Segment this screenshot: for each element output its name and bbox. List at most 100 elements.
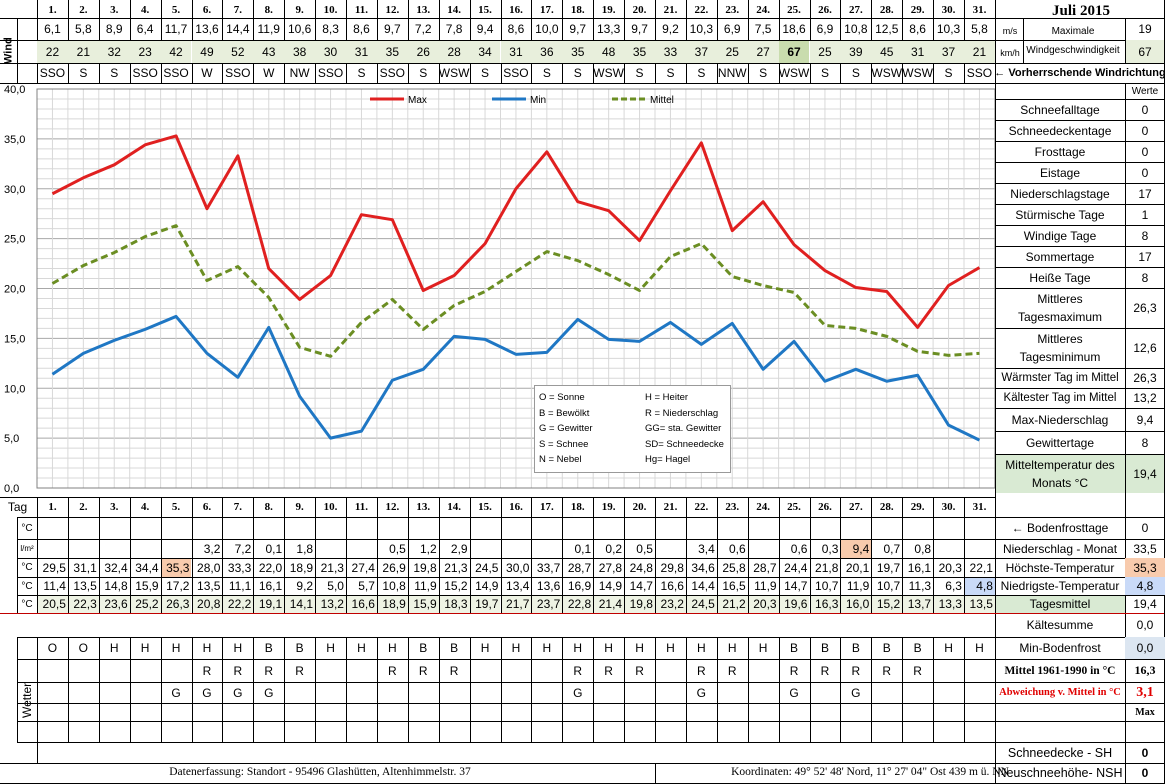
wind-dir-cell: S [79, 66, 88, 80]
weather-symbol-cell: H [666, 641, 675, 655]
wind-kmh-cell: 52 [222, 40, 254, 63]
ground-frost-cell [501, 517, 532, 539]
weather-symbol-cell: B [913, 641, 922, 655]
niedrig-cell: 14,8 [104, 579, 128, 593]
wind-ms-cell: 8,9 [105, 22, 123, 36]
divider [17, 595, 1164, 596]
day-header: 26. [818, 3, 832, 16]
weather-symbol-cell: G [851, 685, 861, 700]
niedrig-cell: 14,7 [629, 579, 653, 593]
divider [995, 162, 1165, 163]
divider [346, 637, 347, 742]
day-header: 14. [447, 3, 461, 16]
divider [655, 497, 656, 613]
mittel-cell: 21,4 [593, 595, 625, 613]
weather-symbol-cell: H [758, 641, 768, 655]
nieder-cell: 9,4 [840, 539, 872, 558]
wind-ms-cell: 10,6 [287, 22, 312, 36]
divider [995, 204, 1165, 205]
wind-ms-cell: 9,7 [631, 22, 648, 36]
day-header: 11. [354, 3, 369, 16]
weather-legend-entry: G = Gewitter [539, 423, 593, 434]
wind-dir-cell: SSO [503, 66, 529, 80]
ground-frost-cell [222, 517, 253, 539]
weather-symbol-cell: B [419, 641, 428, 655]
divider [37, 637, 38, 763]
hoechst-cell: 30,0 [506, 560, 530, 575]
weather-symbol-cell: G [171, 685, 181, 700]
weather-symbol-cell [871, 682, 902, 703]
mittel-cell: 15,2 [871, 595, 903, 613]
weather-symbol-cell: H [140, 641, 150, 655]
nieder-cell: 0,5 [636, 541, 653, 556]
weather-symbol-cell [593, 682, 624, 703]
day-header: 7. [233, 3, 242, 16]
nieder-cell [68, 539, 99, 558]
divider [0, 613, 1164, 614]
day-header: 6. [202, 501, 212, 513]
weather-symbol-cell [37, 682, 68, 703]
cold-sum-label: Kältesumme [1026, 618, 1094, 632]
hoechst-cell: 24,4 [784, 560, 808, 575]
y-tick-label: 35,0 [4, 134, 25, 146]
day-header: 18. [570, 3, 585, 16]
divider [17, 517, 1164, 518]
wind-dir-cell: S [820, 66, 829, 80]
mittel-cell: 23,7 [531, 595, 563, 613]
day-header: 17. [539, 3, 554, 16]
mittel-cell: 23,2 [655, 595, 686, 613]
divider [17, 721, 995, 722]
stat-label: Eistage [1039, 165, 1081, 180]
day-header: 19. [601, 3, 616, 16]
day-header: 13. [416, 501, 431, 513]
new-snow-label: Neuschneehöhe- NSH [997, 766, 1123, 780]
stat-label: Frosttage [1034, 144, 1086, 159]
unit-label: °C [21, 580, 33, 592]
divider [902, 637, 904, 742]
divider [562, 497, 564, 613]
divider [995, 368, 1165, 369]
niedrig-cell: 11,9 [846, 579, 870, 593]
day-header: 31. [972, 501, 987, 513]
y-tick-label: 15,0 [4, 333, 25, 345]
ground-frost-cell [748, 517, 779, 539]
weather-symbol-cell: G [789, 685, 799, 700]
wind-ms-cell: 10,3 [936, 22, 961, 36]
mittel-cell: 20,8 [191, 595, 223, 613]
weather-symbol-cell [933, 682, 964, 703]
weather-legend-entry: Hg= Hagel [645, 454, 691, 465]
weather-legend-entry: N = Nebel [539, 454, 582, 465]
divider [222, 497, 224, 613]
stats-header: Werte [1131, 85, 1159, 97]
wind-dir-cell: S [851, 66, 860, 80]
hoechst-cell: 19,8 [413, 560, 437, 575]
day-header: 8. [264, 3, 273, 16]
weather-symbol-cell [377, 682, 408, 703]
ground-frost-cell [871, 517, 902, 539]
lowest-temp-label: Niedrigste-Temperatur [1000, 579, 1120, 593]
stat-label: Schneedeckentage [1008, 123, 1112, 138]
wind-ms-cell: 7,5 [754, 22, 772, 36]
day-header: 1. [48, 501, 57, 513]
ground-frost-days-value: 0 [1141, 521, 1149, 535]
weather-symbol-cell: G [202, 685, 212, 700]
divider [685, 497, 687, 613]
niedrig-cell: 13,4 [506, 579, 530, 593]
day-header: 6. [202, 3, 212, 16]
wind-ms-cell: 5,8 [74, 22, 92, 36]
stat-label: Niederschlagstage [1010, 186, 1110, 201]
day-header: 26. [818, 501, 832, 513]
weather-symbol-cell: R [604, 663, 613, 678]
divider [0, 83, 1164, 84]
divider [98, 497, 100, 613]
divider [995, 721, 1165, 722]
divider [995, 141, 1165, 142]
mittel-cell: 21,7 [500, 595, 532, 613]
nieder-cell: 7,2 [234, 541, 252, 556]
weather-legend: O = Sonne H = Heiter B = Bewölkt R = Nieder… [534, 385, 731, 473]
divider [747, 637, 749, 742]
highlight-bg [996, 455, 1125, 493]
nieder-cell [346, 539, 377, 558]
divider [655, 763, 656, 784]
hoechst-cell: 21,3 [444, 560, 468, 575]
